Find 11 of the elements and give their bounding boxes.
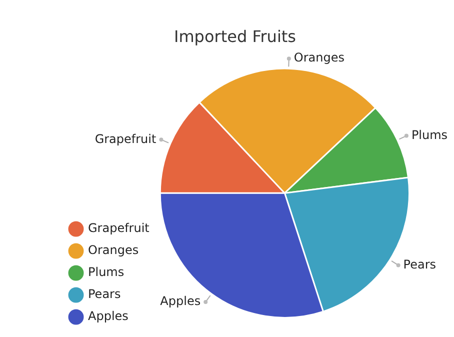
slice-label: Apples [160, 294, 201, 308]
slice-label: Grapefruit [94, 132, 156, 146]
slice-label: Oranges [294, 50, 345, 65]
chart-title: Imported Fruits [174, 26, 296, 46]
slice-label: Plums [411, 128, 448, 142]
legend-label: Pears [88, 287, 121, 302]
legend-label: Oranges [88, 243, 139, 258]
slice-label: Pears [403, 257, 436, 272]
legend-label: Grapefruit [88, 221, 150, 236]
legend-label: Apples [88, 309, 128, 324]
legend-label: Plums [88, 265, 124, 280]
